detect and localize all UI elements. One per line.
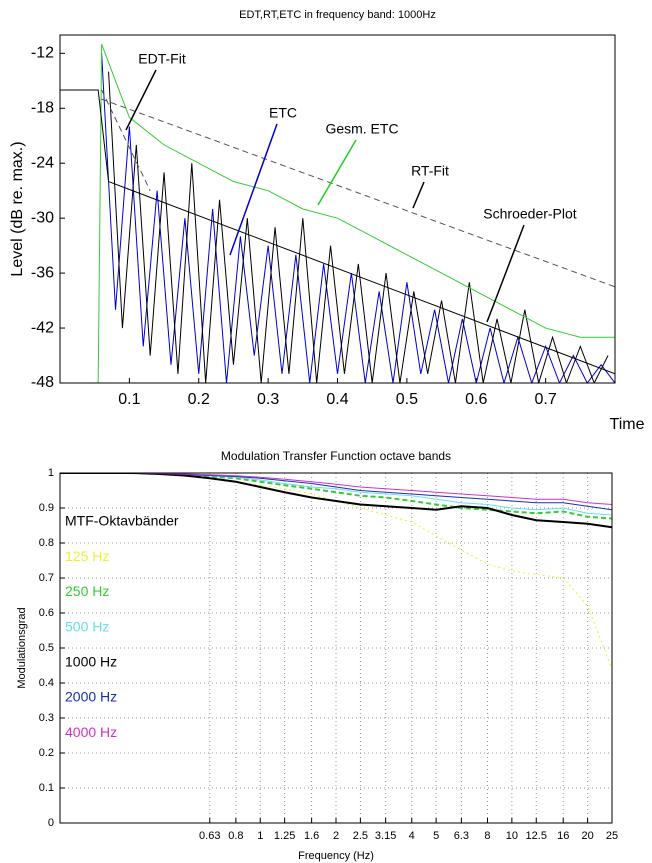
y-tick-label: 0.8 <box>39 537 54 549</box>
x-tick-label: 0.4 <box>326 391 348 408</box>
x-tick-label: 16 <box>557 830 569 842</box>
chart-title: Modulation Transfer Function octave band… <box>221 449 451 463</box>
annotation-arrow <box>125 69 157 131</box>
series-line <box>101 53 615 383</box>
y-tick-label: -36 <box>31 264 54 281</box>
legend-title: MTF-Oktavbänder <box>65 513 179 529</box>
series-line <box>101 89 151 191</box>
plot-frame <box>59 34 616 384</box>
series-line <box>60 89 615 375</box>
x-tick-label: 8 <box>484 830 490 842</box>
x-tick-label: 1.6 <box>304 830 319 842</box>
plot-frame <box>59 472 613 824</box>
legend-entry: 1000 Hz <box>65 654 117 670</box>
x-tick-label: 0.7 <box>535 391 557 408</box>
y-tick-label: 0.3 <box>39 712 54 724</box>
x-tick-label: 2 <box>333 830 339 842</box>
x-tick-label: 10 <box>506 830 518 842</box>
y-tick-label: -48 <box>31 374 54 391</box>
x-tick-label: 20 <box>581 830 593 842</box>
y-axis-label: Level (dB re. max.) <box>9 141 26 276</box>
x-tick-label: 0.5 <box>396 391 418 408</box>
annotation: RT-Fit <box>411 163 449 179</box>
y-tick-label: -42 <box>31 319 54 336</box>
y-tick-label: 0.5 <box>39 642 54 654</box>
x-tick-label: 0.2 <box>188 391 210 408</box>
x-tick-label: 0.8 <box>228 830 243 842</box>
y-tick-label: 0 <box>48 817 54 829</box>
series-line <box>101 98 615 288</box>
annotation-arrow <box>317 139 357 206</box>
x-tick-label: 25 <box>606 830 618 842</box>
series-line <box>108 71 609 383</box>
x-tick-label: 0.1 <box>118 391 140 408</box>
legend-entry: 4000 Hz <box>65 724 117 740</box>
x-tick-label: 2.5 <box>353 830 368 842</box>
legend-entry: 2000 Hz <box>65 689 117 705</box>
x-tick-label: 6.3 <box>454 830 469 842</box>
x-tick-label: 3.15 <box>375 830 396 842</box>
y-tick-label: 0.7 <box>39 572 54 584</box>
y-tick-label: 0.2 <box>39 747 54 759</box>
x-tick-label: 0.6 <box>465 391 487 408</box>
annotation-arrow <box>229 123 278 256</box>
x-tick-label: 12.5 <box>526 830 547 842</box>
legend-entry: 250 Hz <box>65 583 109 599</box>
chart-title: EDT,RT,ETC in frequency band: 1000Hz <box>239 9 436 21</box>
y-tick-label: -24 <box>31 154 54 171</box>
annotation: EDT-Fit <box>138 51 186 67</box>
y-tick-label: -18 <box>31 99 54 116</box>
legend-entry: 500 Hz <box>65 618 109 634</box>
x-tick-label: 0.63 <box>199 830 220 842</box>
annotation: Gesm. ETC <box>325 121 398 137</box>
x-tick-label: 4 <box>409 830 415 842</box>
legend-entry: 125 Hz <box>65 548 109 564</box>
x-tick-label: 0.3 <box>257 391 279 408</box>
y-tick-label: -12 <box>31 45 54 62</box>
annotation: ETC <box>269 105 297 121</box>
x-axis-label: Frequency (Hz) <box>298 850 374 862</box>
annotation-arrow <box>412 181 425 209</box>
y-tick-label: 0.1 <box>39 782 54 794</box>
series-line <box>97 43 615 383</box>
y-axis-label: Modulationsgrad <box>16 607 28 688</box>
x-axis-label: Time <box>610 416 645 433</box>
x-tick-label: 5 <box>433 830 439 842</box>
x-tick-label: 1.25 <box>274 830 295 842</box>
annotation: Schroeder-Plot <box>483 206 576 222</box>
y-tick-label: 0.4 <box>39 677 54 689</box>
y-tick-label: 1 <box>48 467 54 479</box>
y-tick-label: 0.9 <box>39 502 54 514</box>
y-tick-label: -30 <box>31 209 54 226</box>
y-tick-label: 0.6 <box>39 607 54 619</box>
annotation-arrow <box>486 224 525 323</box>
x-tick-label: 1 <box>257 830 263 842</box>
